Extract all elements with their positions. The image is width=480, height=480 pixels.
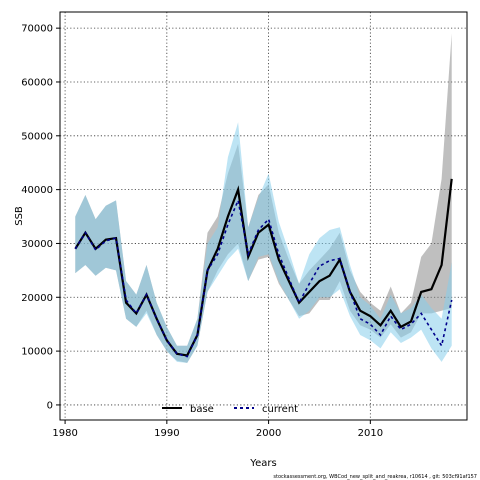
axes: 0 10000 20000 30000 40000 50000 60000 70000 1980… [21, 24, 383, 439]
legend-label-base: base [190, 404, 214, 415]
x-tick-label: 2000 [256, 428, 281, 439]
confidence-band-current [75, 122, 452, 363]
y-tick-label: 50000 [21, 131, 53, 142]
legend: base current [162, 404, 298, 415]
confidence-bands [75, 33, 452, 363]
y-tick-label: 60000 [21, 77, 53, 88]
x-axis-title: Years [249, 458, 276, 469]
y-tick-label: 70000 [21, 24, 53, 35]
x-tick-label: 1990 [154, 428, 179, 439]
y-tick-label: 0 [47, 400, 53, 411]
footer-credit: stockassessment.org, WBCod_new_split_and… [273, 474, 477, 480]
y-tick-label: 20000 [21, 293, 53, 304]
series-lines [74, 178, 453, 358]
x-tick-label: 2010 [358, 428, 383, 439]
x-tick-label: 1980 [52, 428, 77, 439]
y-axis-title: SSB [14, 206, 25, 226]
y-tick-label: 40000 [21, 185, 53, 196]
legend-label-current: current [262, 404, 298, 415]
series-line-current [74, 197, 453, 358]
plot-frame [59, 11, 468, 421]
y-tick-label: 10000 [21, 347, 53, 358]
y-tick-label: 30000 [21, 239, 53, 250]
